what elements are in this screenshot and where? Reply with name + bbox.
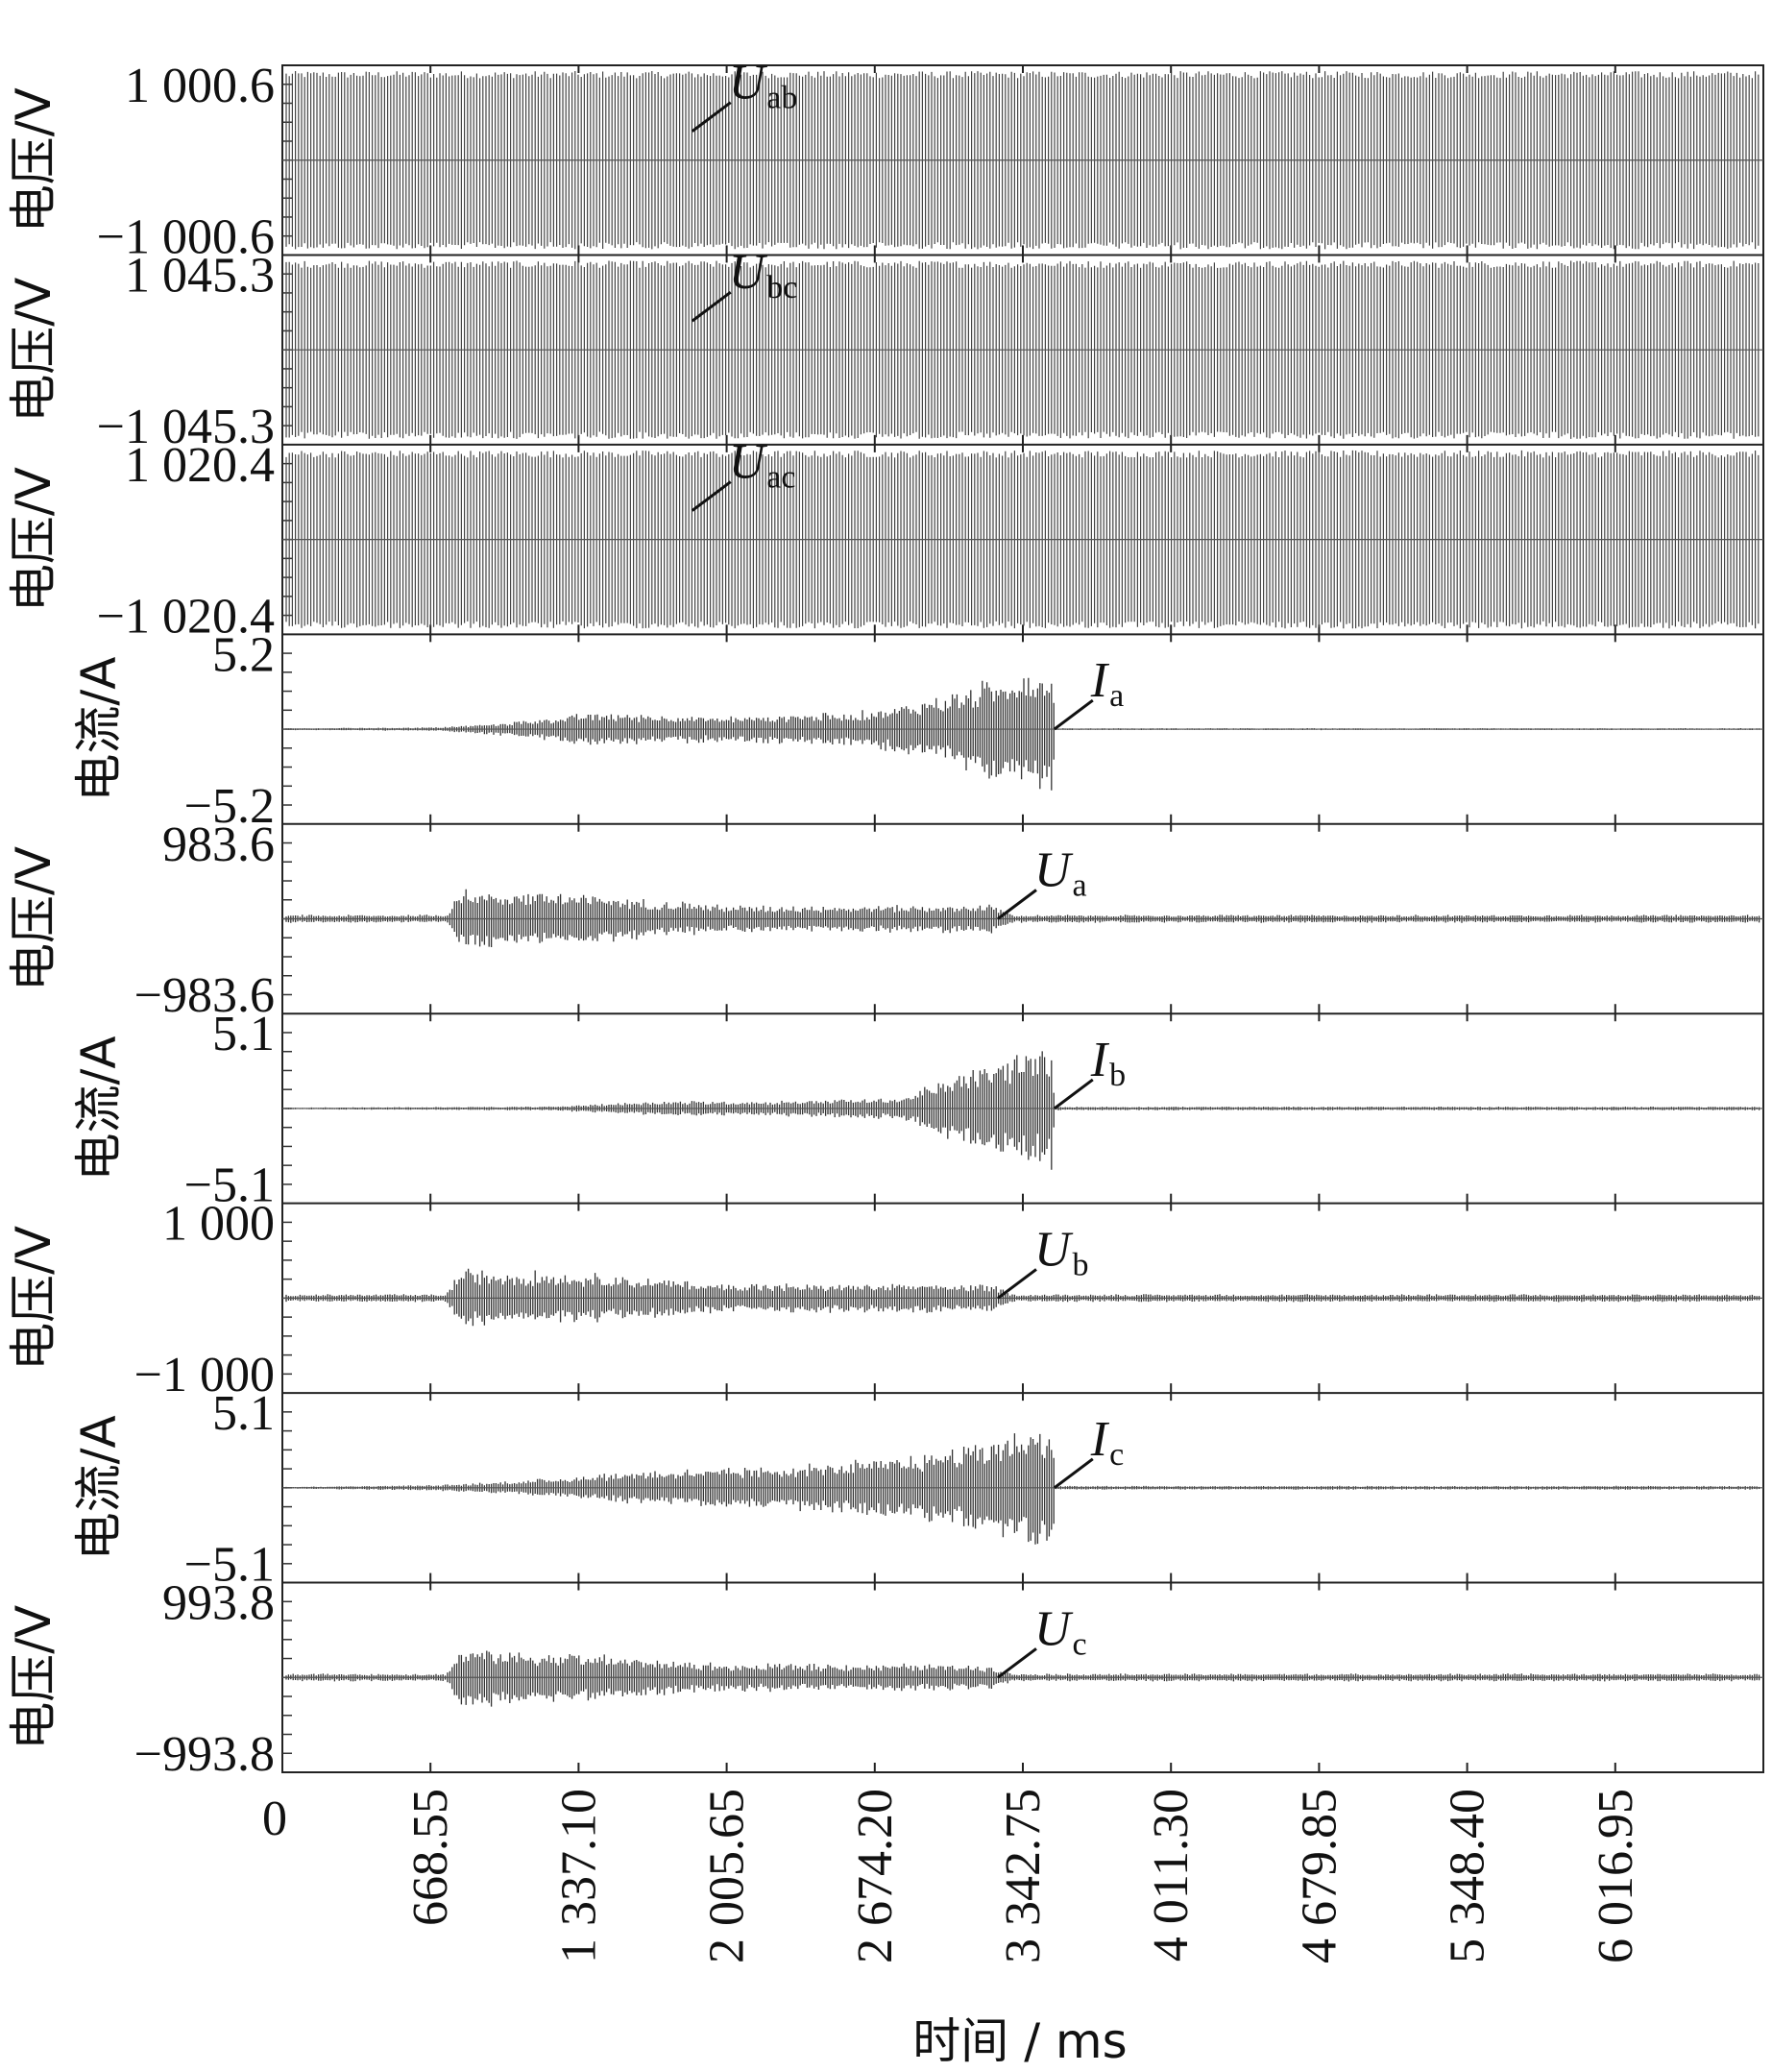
y-axis-label: 电压/V xyxy=(6,846,61,991)
signal-leader-line xyxy=(1053,1078,1094,1110)
x-tick-label: 1 337.10 xyxy=(551,1789,606,1963)
waveform-ic xyxy=(285,1433,1760,1545)
signal-label: Ua xyxy=(1034,843,1087,904)
panel-ib: 电流/A 5.1 −5.1 Ib xyxy=(71,1007,1763,1213)
y-max-label: 1 020.4 xyxy=(125,438,275,493)
y-min-label: −1 000 xyxy=(134,1348,275,1402)
y-axis-label: 电流/A xyxy=(71,1415,127,1560)
signal-leader-line xyxy=(997,1647,1037,1679)
x-tick-label: 2 674.20 xyxy=(848,1789,903,1963)
y-min-label: −5.2 xyxy=(184,779,275,834)
signal-leader-line xyxy=(691,101,732,133)
y-max-label: 5.1 xyxy=(212,1386,275,1441)
signal-leader-line xyxy=(691,480,732,512)
y-min-label: −5.1 xyxy=(184,1158,275,1213)
x-tick-label: 5 348.40 xyxy=(1441,1789,1495,1963)
panel-ub: 电压/V 1 000 −1 000 Ub xyxy=(6,1197,1763,1402)
y-axis-label: 电流/A xyxy=(71,657,127,802)
waveform-ia xyxy=(285,677,1760,791)
y-axis-label: 电压/V xyxy=(6,87,61,232)
signal-leader-line xyxy=(1053,698,1094,731)
x-tick-label: 4 679.85 xyxy=(1292,1789,1347,1963)
signal-leader-line xyxy=(997,1268,1037,1300)
y-max-label: 5.2 xyxy=(212,627,275,682)
signal-label: Ub xyxy=(1034,1222,1089,1282)
x-tick-label: 2 005.65 xyxy=(700,1789,755,1963)
x-tick-label: 0 xyxy=(262,1792,287,1846)
panel-ubc: 电压/V 1 045.3 −1 045.3 Ubc xyxy=(6,245,1763,454)
y-max-label: 993.8 xyxy=(162,1576,275,1631)
x-tick-label: 668.55 xyxy=(403,1789,458,1926)
panel-uc: 电压/V 993.8 −993.8 Uc xyxy=(6,1576,1763,1782)
x-tick-label: 6 016.95 xyxy=(1589,1789,1643,1963)
y-max-label: 5.1 xyxy=(212,1007,275,1061)
signal-leader-line xyxy=(1053,1457,1094,1490)
y-axis-label: 电压/V xyxy=(6,1226,61,1371)
y-min-label: −1 000.6 xyxy=(97,209,275,264)
x-axis-title: 时间 / ms xyxy=(912,2013,1127,2069)
y-axis-label: 电压/V xyxy=(6,467,61,612)
signal-leader-line xyxy=(997,889,1037,920)
waveform-ub xyxy=(285,1268,1760,1327)
signal-label: Uc xyxy=(1034,1601,1087,1662)
y-max-label: 1 000 xyxy=(162,1197,275,1252)
panel-ia: 电流/A 5.2 −5.2 Ia xyxy=(71,627,1763,834)
y-axis-label: 电压/V xyxy=(6,278,61,423)
y-axis-label: 电压/V xyxy=(6,1605,61,1750)
y-axis-label: 电流/A xyxy=(71,1036,127,1181)
x-tick-label: 4 011.30 xyxy=(1144,1789,1199,1962)
signal-label: Ubc xyxy=(729,245,798,305)
y-max-label: 983.6 xyxy=(162,817,275,872)
panel-ic: 电流/A 5.1 −5.1 Ic xyxy=(71,1386,1763,1593)
y-max-label: 1 045.3 xyxy=(125,248,275,303)
signal-leader-line xyxy=(691,290,732,323)
panel-ua: 电压/V 983.6 −983.6 Ua xyxy=(6,817,1763,1023)
signal-label: Ic xyxy=(1090,1412,1124,1473)
y-min-label: −5.1 xyxy=(184,1538,275,1593)
waveform-ib xyxy=(285,1051,1760,1170)
signal-label: Ia xyxy=(1090,653,1124,714)
x-tick-label: 3 342.75 xyxy=(996,1789,1051,1963)
y-min-label: −1 020.4 xyxy=(97,589,275,644)
y-min-label: −983.6 xyxy=(134,968,275,1023)
signal-label: Ib xyxy=(1090,1033,1126,1093)
y-min-label: −1 045.3 xyxy=(97,400,275,454)
y-max-label: 1 000.6 xyxy=(125,59,275,113)
y-min-label: −993.8 xyxy=(134,1727,275,1782)
